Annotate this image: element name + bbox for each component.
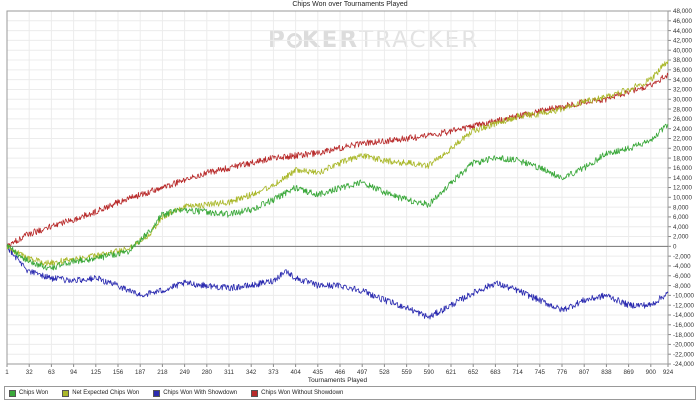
y-tick-label: -2,000: [673, 253, 691, 260]
y-tick-label: 38,000: [673, 57, 692, 64]
x-tick-label: 924: [663, 369, 674, 376]
y-tick-label: 0: [673, 244, 677, 251]
x-tick-label: 652: [468, 369, 479, 376]
x-tick-label: 807: [579, 369, 590, 376]
y-tick-label: -16,000: [673, 322, 695, 329]
series-line-chips-won: [6, 123, 669, 271]
y-tick-label: -8,000: [673, 283, 691, 290]
x-tick-label: 900: [646, 369, 657, 376]
y-tick-label: 42,000: [673, 38, 692, 45]
x-tick-label: 249: [179, 369, 190, 376]
x-tick-label: 187: [135, 369, 146, 376]
y-tick-label: 46,000: [673, 18, 692, 25]
y-tick-label: -22,000: [673, 351, 695, 358]
chart-legend: Chips Won Net Expected Chips Won Chips W…: [4, 386, 696, 400]
x-tick-label: 466: [335, 369, 346, 376]
series-line-chips-won-with-showdown: [6, 246, 669, 320]
x-tick-label: 838: [601, 369, 612, 376]
y-tick-label: -14,000: [673, 312, 695, 319]
x-tick-label: 94: [70, 369, 77, 376]
y-tick-label: -4,000: [673, 263, 691, 270]
y-tick-label: 2,000: [673, 234, 689, 241]
y-tick-label: 12,000: [673, 185, 692, 192]
legend-item-chips-won: Chips Won: [9, 389, 49, 397]
chart-title: Chips Won over Tournaments Played: [292, 1, 408, 8]
x-tick-label: 311: [224, 369, 234, 376]
legend-swatch: [153, 389, 161, 397]
legend-label: Chips Won: [19, 390, 49, 396]
x-tick-label: 869: [623, 369, 634, 376]
y-tick-label: 24,000: [673, 126, 692, 133]
x-tick-label: 1: [5, 369, 9, 376]
x-tick-label: 745: [535, 369, 546, 376]
x-tick-label: 32: [26, 369, 33, 376]
x-tick-label: 125: [91, 369, 102, 376]
x-tick-label: 63: [48, 369, 55, 376]
x-tick-label: 559: [401, 369, 412, 376]
x-tick-label: 435: [313, 369, 324, 376]
y-tick-label: 22,000: [673, 136, 692, 143]
y-tick-label: 8,000: [673, 204, 689, 211]
legend-label: Chips Won Without Showdown: [261, 390, 344, 396]
legend-item-with-showdown: Chips Won With Showdown: [153, 389, 238, 397]
y-tick-label: 20,000: [673, 145, 692, 152]
y-tick-label: -20,000: [673, 342, 695, 349]
x-tick-label: 218: [157, 369, 168, 376]
y-tick-label: 16,000: [673, 165, 692, 172]
x-tick-label: 683: [490, 369, 501, 376]
y-tick-label: 4,000: [673, 224, 689, 231]
x-tick-label: 621: [446, 369, 457, 376]
y-tick-label: 18,000: [673, 155, 692, 162]
legend-label: Net Expected Chips Won: [72, 390, 140, 396]
y-tick-label: -12,000: [673, 302, 695, 309]
x-tick-label: 590: [424, 369, 435, 376]
y-tick-label: 10,000: [673, 195, 692, 202]
x-tick-label: 404: [290, 369, 301, 376]
y-tick-label: 48,000: [673, 8, 692, 15]
x-tick-label: 528: [379, 369, 390, 376]
series-line-chips-won-without-showdown: [6, 72, 669, 248]
y-tick-label: -10,000: [673, 293, 695, 300]
x-tick-label: 714: [512, 369, 523, 376]
legend-swatch: [62, 389, 70, 397]
legend-item-net-expected: Net Expected Chips Won: [62, 389, 140, 397]
legend-label: Chips Won With Showdown: [163, 390, 238, 396]
y-tick-label: -6,000: [673, 273, 691, 280]
y-tick-label: 44,000: [673, 28, 692, 35]
plot-frame: [6, 10, 669, 365]
y-tick-label: 40,000: [673, 47, 692, 54]
x-tick-label: 373: [268, 369, 279, 376]
y-tick-label: 36,000: [673, 67, 692, 74]
y-tick-label: 34,000: [673, 77, 692, 84]
x-tick-label: 776: [557, 369, 568, 376]
series-line-net-expected-chips-won: [6, 59, 669, 267]
x-axis-label: Tournaments Played: [308, 377, 368, 384]
x-tick-label: 342: [246, 369, 257, 376]
y-tick-label: 32,000: [673, 87, 692, 94]
x-tick-label: 280: [202, 369, 213, 376]
x-tick-label: 156: [113, 369, 124, 376]
y-tick-label: 28,000: [673, 106, 692, 113]
y-tick-label: 26,000: [673, 116, 692, 123]
y-tick-label: 30,000: [673, 96, 692, 103]
y-tick-label: 6,000: [673, 214, 689, 221]
y-tick-label: -18,000: [673, 332, 695, 339]
legend-swatch: [251, 389, 259, 397]
legend-swatch: [9, 389, 16, 397]
y-tick-label: 14,000: [673, 175, 692, 182]
x-tick-label: 497: [357, 369, 368, 376]
y-tick-label: -24,000: [673, 361, 695, 368]
legend-item-without-showdown: Chips Won Without Showdown: [251, 389, 344, 397]
